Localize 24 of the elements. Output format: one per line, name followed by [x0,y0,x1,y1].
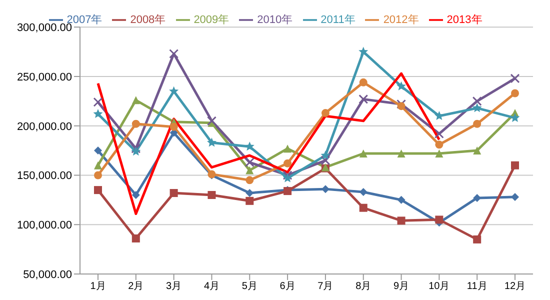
legend-label: 2011年 [320,14,356,26]
y-tick-label: 100,000.00 [16,220,72,232]
y-tick-label: 200,000.00 [16,120,72,133]
x-tick-label: 10月 [428,281,450,292]
y-tick-label: 150,000.00 [16,170,72,182]
y-tick-label: 250,000.00 [16,71,72,84]
x-tick-label: 12月 [504,281,526,292]
x-tick-label: 3月 [166,281,182,292]
x-tick-label: 5月 [242,281,258,292]
legend-label: 2008年 [130,14,166,26]
x-tick-label: 7月 [318,281,334,292]
x-tick-label: 8月 [356,281,372,292]
y-tick-label: 300,000.00 [16,22,72,34]
legend-label: 2013年 [446,14,482,26]
x-tick-label: 9月 [393,281,410,292]
legend-label: 2009年 [194,14,230,26]
legend-label: 2012年 [383,14,419,26]
y-tick-label: 50,000.00 [23,268,72,281]
x-tick-label: 4月 [204,281,220,292]
x-tick-label: 11月 [466,281,488,292]
x-tick-label: 6月 [280,281,296,292]
x-tick-label: 1月 [90,281,106,292]
legend-label: 2010年 [257,14,293,26]
x-tick-label: 2月 [128,281,144,292]
